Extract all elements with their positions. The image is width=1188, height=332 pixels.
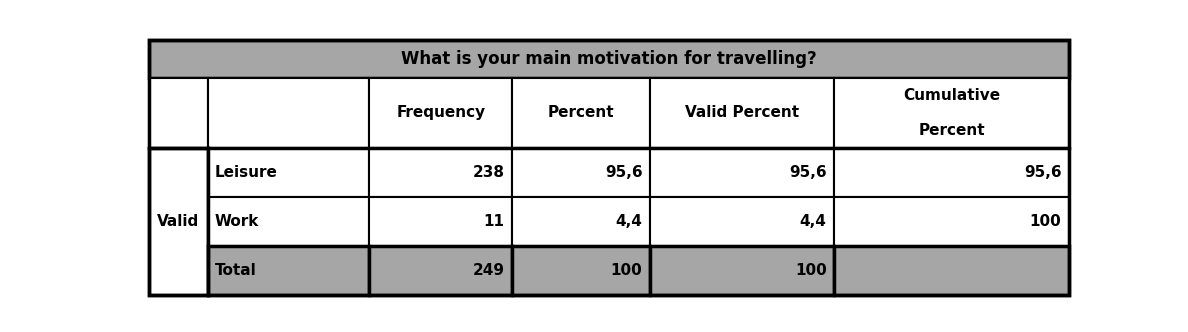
- Bar: [369, 246, 512, 295]
- Bar: [834, 197, 1069, 246]
- Text: 238: 238: [473, 165, 505, 180]
- Text: 100: 100: [611, 263, 643, 278]
- Bar: [650, 246, 834, 295]
- Bar: [148, 148, 208, 295]
- Bar: [148, 78, 208, 148]
- Bar: [208, 197, 369, 246]
- Bar: [650, 197, 834, 246]
- Text: 95,6: 95,6: [789, 165, 827, 180]
- Text: 4,4: 4,4: [615, 214, 643, 229]
- Text: 249: 249: [473, 263, 505, 278]
- Text: Leisure: Leisure: [215, 165, 278, 180]
- Text: Cumulative

Percent: Cumulative Percent: [903, 88, 1000, 138]
- Text: Total: Total: [215, 263, 257, 278]
- Bar: [208, 78, 369, 148]
- Bar: [512, 246, 650, 295]
- Bar: [834, 246, 1069, 295]
- Bar: [208, 246, 369, 295]
- Text: Work: Work: [215, 214, 259, 229]
- Bar: [148, 40, 1069, 78]
- Text: 100: 100: [1030, 214, 1061, 229]
- Bar: [369, 197, 512, 246]
- Text: Valid: Valid: [157, 214, 200, 229]
- Bar: [512, 148, 650, 197]
- Bar: [512, 78, 650, 148]
- Text: 100: 100: [795, 263, 827, 278]
- Bar: [834, 148, 1069, 197]
- Text: 4,4: 4,4: [800, 214, 827, 229]
- Bar: [369, 148, 512, 197]
- Text: Percent: Percent: [548, 106, 614, 121]
- Bar: [650, 78, 834, 148]
- Text: 95,6: 95,6: [605, 165, 643, 180]
- Text: 95,6: 95,6: [1024, 165, 1061, 180]
- Text: Frequency: Frequency: [397, 106, 486, 121]
- Bar: [512, 197, 650, 246]
- Bar: [834, 78, 1069, 148]
- Text: Valid Percent: Valid Percent: [685, 106, 800, 121]
- Text: What is your main motivation for travelling?: What is your main motivation for travell…: [402, 50, 816, 68]
- Text: 11: 11: [484, 214, 505, 229]
- Bar: [208, 148, 369, 197]
- Bar: [650, 148, 834, 197]
- Bar: [369, 78, 512, 148]
